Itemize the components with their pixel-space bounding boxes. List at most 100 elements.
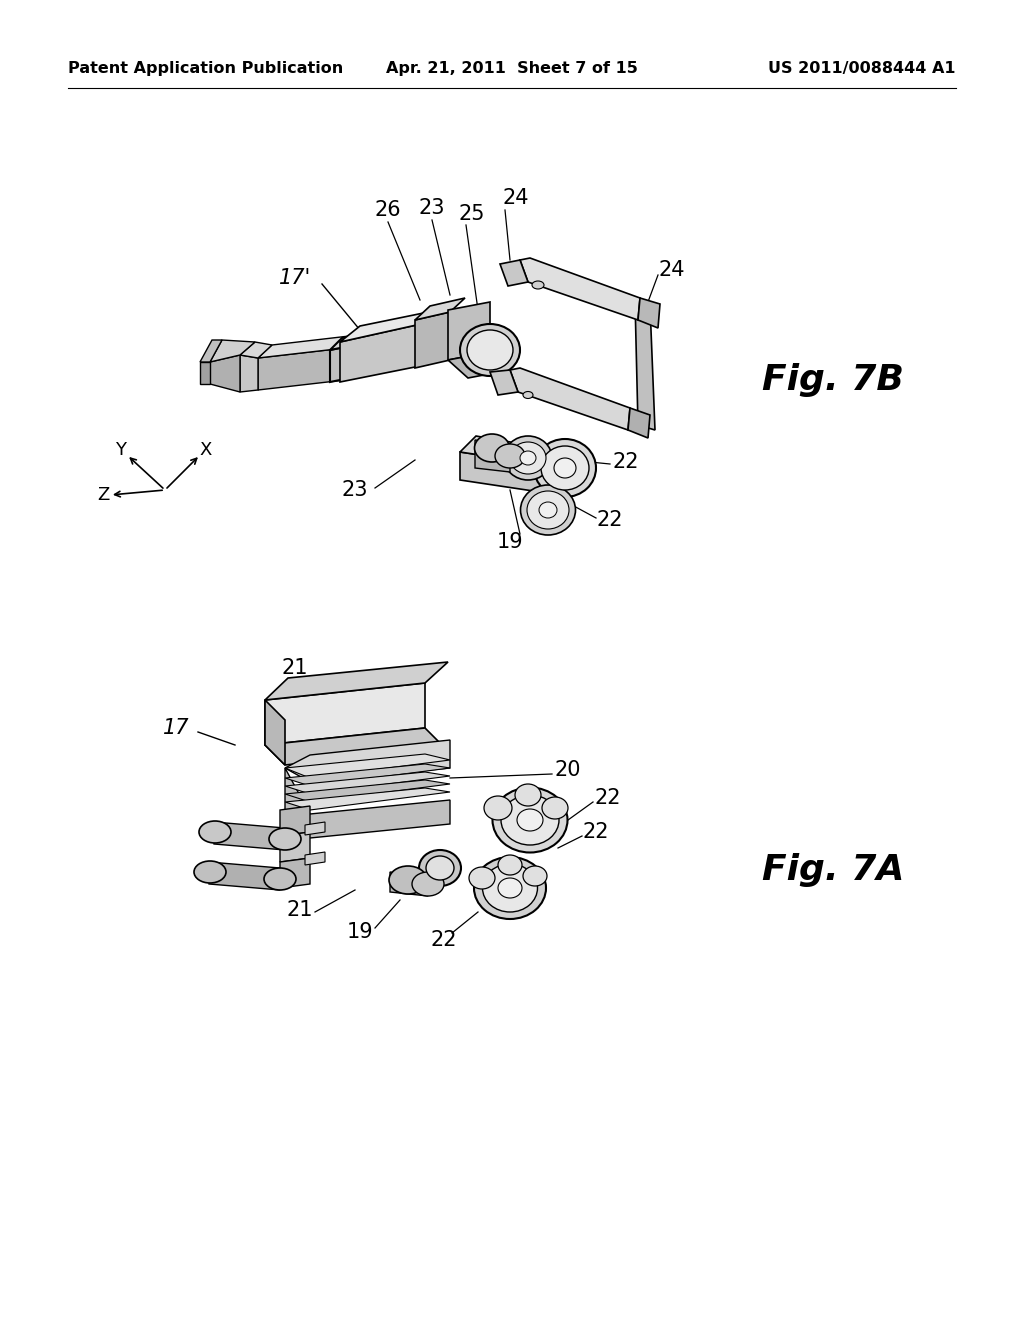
Polygon shape: [265, 682, 425, 744]
Ellipse shape: [474, 857, 546, 919]
Polygon shape: [285, 772, 450, 795]
Polygon shape: [475, 440, 510, 473]
Text: 20: 20: [555, 760, 582, 780]
Polygon shape: [214, 822, 285, 850]
Ellipse shape: [495, 444, 525, 469]
Polygon shape: [415, 312, 450, 368]
Polygon shape: [628, 408, 650, 438]
Polygon shape: [210, 355, 240, 392]
Polygon shape: [305, 851, 325, 865]
Text: 23: 23: [342, 480, 369, 500]
Text: 17': 17': [279, 268, 311, 288]
Ellipse shape: [469, 867, 495, 888]
Polygon shape: [340, 322, 430, 381]
Text: Fig. 7B: Fig. 7B: [762, 363, 904, 397]
Ellipse shape: [199, 821, 231, 843]
Text: 19: 19: [347, 921, 374, 942]
Ellipse shape: [554, 458, 575, 478]
Ellipse shape: [482, 865, 538, 912]
Text: 22: 22: [597, 510, 624, 531]
Polygon shape: [285, 788, 450, 810]
Text: 21: 21: [282, 657, 308, 678]
Ellipse shape: [534, 440, 596, 498]
Text: Y: Y: [116, 441, 127, 459]
Text: 24: 24: [503, 187, 529, 209]
Polygon shape: [285, 780, 450, 803]
Ellipse shape: [474, 434, 510, 462]
Polygon shape: [200, 362, 210, 384]
Ellipse shape: [542, 797, 568, 818]
Polygon shape: [330, 334, 362, 350]
Polygon shape: [285, 754, 450, 777]
Ellipse shape: [493, 788, 567, 853]
Ellipse shape: [527, 491, 569, 529]
Ellipse shape: [412, 873, 444, 896]
Text: 21: 21: [287, 900, 313, 920]
Text: Patent Application Publication: Patent Application Publication: [68, 61, 343, 75]
Polygon shape: [240, 342, 272, 358]
Ellipse shape: [523, 866, 547, 886]
Ellipse shape: [539, 502, 557, 517]
Text: 17: 17: [163, 718, 189, 738]
Polygon shape: [240, 355, 258, 392]
Text: 26: 26: [375, 201, 401, 220]
Text: 19: 19: [497, 532, 523, 552]
Ellipse shape: [484, 796, 512, 820]
Polygon shape: [415, 298, 465, 319]
Polygon shape: [280, 858, 310, 888]
Text: 22: 22: [595, 788, 622, 808]
Text: 24: 24: [658, 260, 685, 280]
Polygon shape: [265, 729, 445, 766]
Text: 23: 23: [419, 198, 445, 218]
Polygon shape: [209, 862, 280, 890]
Polygon shape: [390, 873, 428, 896]
Text: 22: 22: [583, 822, 609, 842]
Polygon shape: [500, 260, 528, 286]
Polygon shape: [258, 335, 358, 358]
Polygon shape: [449, 352, 510, 378]
Ellipse shape: [389, 866, 427, 894]
Text: 22: 22: [431, 931, 458, 950]
Text: 22: 22: [612, 451, 639, 473]
Polygon shape: [449, 302, 490, 360]
Ellipse shape: [264, 869, 296, 890]
Text: 25: 25: [459, 205, 485, 224]
Polygon shape: [265, 700, 285, 766]
Ellipse shape: [520, 484, 575, 535]
Polygon shape: [280, 832, 310, 862]
Text: X: X: [200, 441, 212, 459]
Ellipse shape: [517, 809, 543, 832]
Ellipse shape: [419, 850, 461, 886]
Polygon shape: [285, 764, 450, 785]
Text: Apr. 21, 2011  Sheet 7 of 15: Apr. 21, 2011 Sheet 7 of 15: [386, 61, 638, 75]
Polygon shape: [340, 308, 449, 342]
Ellipse shape: [467, 330, 513, 370]
Text: Z: Z: [97, 486, 110, 504]
Polygon shape: [330, 346, 350, 381]
Text: US 2011/0088444 A1: US 2011/0088444 A1: [768, 61, 956, 75]
Text: Fig. 7A: Fig. 7A: [762, 853, 904, 887]
Ellipse shape: [504, 436, 552, 480]
Polygon shape: [510, 368, 630, 430]
Polygon shape: [210, 341, 255, 362]
Polygon shape: [490, 370, 518, 395]
Ellipse shape: [523, 392, 534, 399]
Polygon shape: [285, 741, 450, 781]
Polygon shape: [638, 298, 660, 327]
Polygon shape: [520, 257, 640, 319]
Polygon shape: [258, 348, 345, 389]
Ellipse shape: [501, 795, 559, 845]
Ellipse shape: [498, 855, 522, 875]
Polygon shape: [280, 807, 310, 836]
Polygon shape: [460, 451, 540, 492]
Ellipse shape: [510, 442, 546, 474]
Ellipse shape: [541, 446, 589, 490]
Ellipse shape: [460, 323, 520, 376]
Polygon shape: [265, 663, 449, 700]
Polygon shape: [200, 341, 222, 362]
Polygon shape: [285, 768, 450, 838]
Ellipse shape: [515, 784, 541, 807]
Ellipse shape: [498, 878, 522, 898]
Polygon shape: [635, 300, 655, 430]
Ellipse shape: [194, 861, 226, 883]
